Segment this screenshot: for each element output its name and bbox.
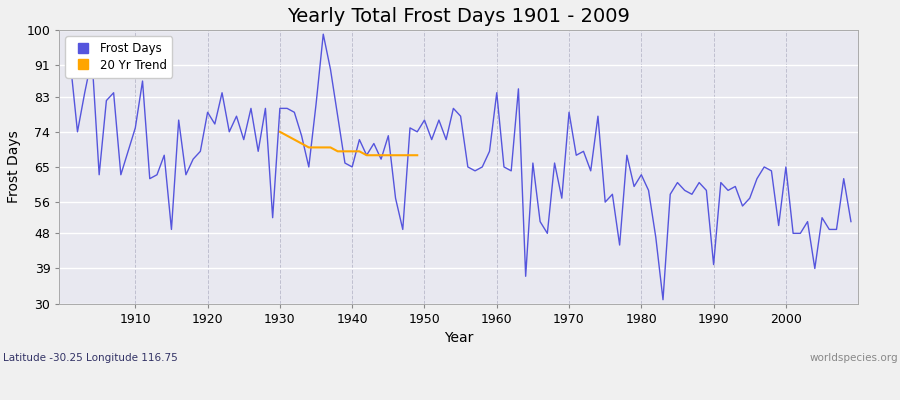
Y-axis label: Frost Days: Frost Days bbox=[7, 130, 21, 203]
Legend: Frost Days, 20 Yr Trend: Frost Days, 20 Yr Trend bbox=[66, 36, 173, 78]
Text: worldspecies.org: worldspecies.org bbox=[809, 353, 898, 363]
X-axis label: Year: Year bbox=[444, 331, 473, 345]
Text: Latitude -30.25 Longitude 116.75: Latitude -30.25 Longitude 116.75 bbox=[4, 353, 178, 363]
Title: Yearly Total Frost Days 1901 - 2009: Yearly Total Frost Days 1901 - 2009 bbox=[287, 7, 630, 26]
